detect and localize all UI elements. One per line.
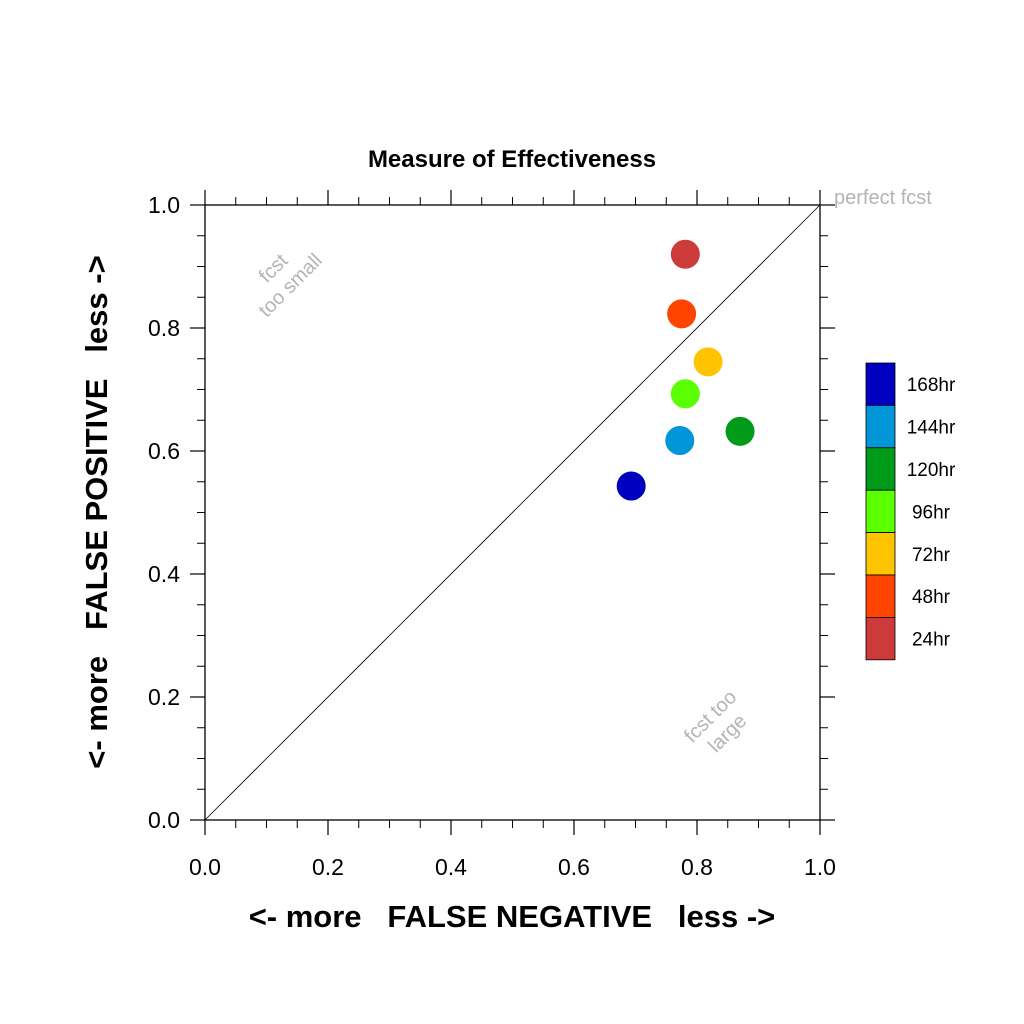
legend-swatch-24hr <box>865 617 896 661</box>
legend-swatch-48hr <box>865 574 896 618</box>
legend-label-96hr: 96hr <box>912 502 951 523</box>
x-tick-label: 0.6 <box>558 854 590 880</box>
x-tick-label: 1.0 <box>804 854 836 880</box>
data-points <box>616 239 755 501</box>
plot-frame <box>204 204 821 821</box>
x-axis-label: <- more FALSE NEGATIVE less -> <box>249 899 776 934</box>
legend-swatch-168hr <box>865 362 896 406</box>
point-48hr <box>667 299 697 329</box>
y-tick-label: 0.4 <box>148 561 180 587</box>
legend-label-24hr: 24hr <box>912 630 951 651</box>
legend-label-72hr: 72hr <box>912 545 951 566</box>
y-axis-label: <- more FALSE POSITIVE less -> <box>79 255 114 768</box>
too-large-label: fcst too large <box>680 686 751 757</box>
x-tick-labels: 0.0 0.2 0.4 0.6 0.8 1.0 <box>189 854 836 880</box>
legend-swatch-120hr <box>865 447 896 491</box>
too-small-label: fcst too small <box>255 250 327 322</box>
y-tick-label: 0.6 <box>148 438 180 464</box>
y-tick-label: 0.8 <box>148 315 180 341</box>
legend: 168hr 144hr 120hr 96hr 72hr 48hr 24hr <box>865 362 956 661</box>
point-120hr <box>725 416 755 446</box>
y-tick-labels: 0.0 0.2 0.4 0.6 0.8 1.0 <box>148 192 180 833</box>
point-24hr <box>670 239 700 269</box>
perfect-forecast-line <box>204 204 821 821</box>
legend-swatch-72hr <box>865 532 896 576</box>
point-96hr <box>670 379 700 409</box>
legend-swatch-144hr <box>865 404 896 449</box>
chart-title: Measure of Effectiveness <box>368 146 656 173</box>
y-tick-label: 0.0 <box>148 807 180 833</box>
legend-swatch-96hr <box>865 489 896 534</box>
legend-label-120hr: 120hr <box>907 460 956 481</box>
legend-label-144hr: 144hr <box>907 418 956 439</box>
y-tick-label: 1.0 <box>148 192 180 218</box>
major-ticks <box>190 190 835 835</box>
y-tick-label: 0.2 <box>148 684 180 710</box>
x-tick-label: 0.2 <box>312 854 344 880</box>
x-tick-label: 0.8 <box>681 854 713 880</box>
x-tick-label: 0.4 <box>435 854 467 880</box>
point-144hr <box>665 426 695 456</box>
x-tick-label: 0.0 <box>189 854 221 880</box>
point-168hr <box>616 471 646 501</box>
point-72hr <box>693 347 723 377</box>
minor-ticks <box>197 197 828 828</box>
legend-label-48hr: 48hr <box>912 587 951 608</box>
perfect-forecast-label: perfect fcst <box>834 187 932 209</box>
legend-label-168hr: 168hr <box>907 375 956 396</box>
